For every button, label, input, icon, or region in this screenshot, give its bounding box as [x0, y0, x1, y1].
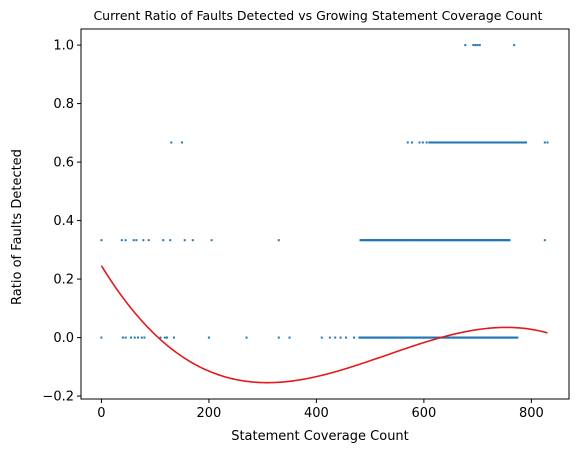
scatter-point: [163, 336, 166, 339]
scatter-point: [181, 141, 184, 144]
scatter-point: [406, 141, 409, 144]
scatter-point: [100, 239, 103, 242]
scatter-point: [344, 336, 347, 339]
scatter-point: [421, 141, 424, 144]
scatter-point: [334, 336, 337, 339]
scatter-point: [525, 141, 528, 144]
scatter-point: [425, 141, 428, 144]
scatter-point: [147, 239, 150, 242]
scatter-point: [124, 239, 127, 242]
scatter-point: [418, 141, 421, 144]
scatter-point: [546, 141, 549, 144]
scatter-point: [513, 44, 516, 47]
x-tick-label: 800: [519, 406, 544, 421]
scatter-point: [124, 336, 127, 339]
scatter-point: [135, 239, 138, 242]
scatter-point: [100, 336, 103, 339]
scatter-point: [136, 336, 139, 339]
x-tick-label: 0: [97, 406, 105, 421]
trend-line-group: [100, 265, 548, 384]
scatter-point: [516, 336, 519, 339]
y-tick-label: −0.2: [42, 390, 74, 405]
scatter-point: [474, 44, 477, 47]
scatter-point: [142, 239, 145, 242]
scatter-point: [543, 141, 546, 144]
scatter-point: [277, 239, 280, 242]
scatter-point: [162, 239, 165, 242]
y-axis-ticks: −0.2 0.0 0.2 0.4 0.6 0.8 1.0: [42, 39, 81, 405]
scatter-point: [411, 141, 414, 144]
scatter-point: [140, 336, 143, 339]
y-tick-label: 0.4: [53, 214, 74, 229]
scatter-point: [353, 336, 356, 339]
chart-title: Current Ratio of Faults Detected vs Grow…: [93, 8, 542, 23]
scatter-point: [207, 336, 210, 339]
trend-line: [100, 265, 548, 384]
axes-frame: [80, 28, 570, 400]
scatter-point: [191, 239, 194, 242]
scatter-point: [476, 44, 479, 47]
scatter-point: [472, 44, 475, 47]
x-tick-label: 600: [411, 406, 436, 421]
scatter-point: [320, 336, 323, 339]
scatter-point: [288, 336, 291, 339]
scatter-points: [100, 44, 549, 339]
y-tick-label: 0.0: [53, 331, 74, 346]
scatter-point: [210, 239, 213, 242]
scatter-point: [478, 44, 481, 47]
scatter-point: [159, 336, 162, 339]
x-axis-label: Statement Coverage Count: [231, 429, 409, 444]
scatter-point: [121, 336, 124, 339]
scatter-point: [120, 239, 123, 242]
x-tick-label: 400: [304, 406, 329, 421]
scatter-point: [508, 239, 511, 242]
y-tick-label: 0.6: [53, 156, 74, 171]
scatter-point: [183, 239, 186, 242]
scatter-point: [277, 336, 280, 339]
plot-area: [100, 44, 549, 384]
scatter-point: [339, 336, 342, 339]
scatter-point: [464, 44, 467, 47]
scatter-point: [143, 336, 146, 339]
y-tick-label: 0.2: [53, 273, 74, 288]
scatter-point: [169, 239, 172, 242]
scatter-point: [165, 336, 168, 339]
scatter-point: [170, 141, 173, 144]
scatter-point: [129, 336, 132, 339]
scatter-point: [245, 336, 248, 339]
scatter-point: [328, 336, 331, 339]
y-tick-label: 1.0: [53, 39, 74, 54]
scatter-point: [172, 336, 175, 339]
y-axis-label: Ratio of Faults Detected: [10, 149, 25, 305]
y-tick-label: 0.8: [53, 97, 74, 112]
x-tick-label: 200: [196, 406, 221, 421]
scatter-point: [543, 239, 546, 242]
x-axis-ticks: 0 200 400 600 800: [97, 399, 544, 421]
scatter-point: [133, 336, 136, 339]
scatter-point: [132, 239, 135, 242]
